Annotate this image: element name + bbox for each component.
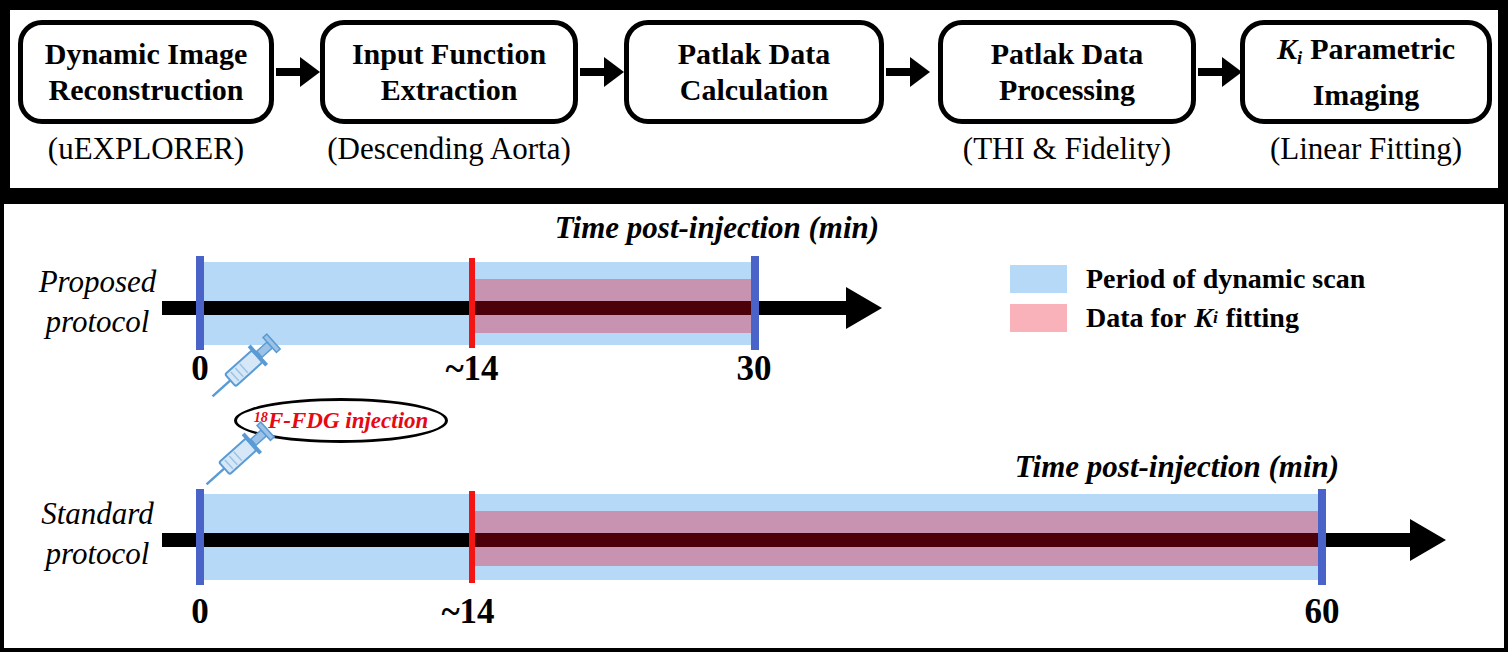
flow-box-ki-parametric-imaging: KiParametric Imaging [1240,20,1492,124]
row-label-standard: Standard protocol [15,494,180,574]
tick-label-14: ~14 [416,592,520,634]
tick-label-0: 0 [178,592,222,634]
tick-label-60: 60 [1294,592,1350,634]
figure-canvas: Dynamic Image Reconstruction (uEXPLORER)… [0,0,1508,652]
flow-arrow-icon [580,57,624,87]
timeline-arrowhead-proposed [846,287,882,329]
timeline-arrowhead-standard [1410,519,1446,561]
box-title-line1: KiParametric [1277,31,1455,76]
flow-arrow-icon [1198,57,1242,87]
ki-symbol: K [1194,302,1213,334]
box-title-line1: Input Function [352,36,546,72]
tick-label-14: ~14 [420,349,524,391]
box-title-line1: Patlak Data [678,36,831,72]
scan-end-tick-standard [1318,489,1326,585]
legend-swatch-ki-fitting [1010,304,1067,332]
box-subtitle-ueexplorer: (uEXPLORER) [18,129,274,169]
row-label-proposed: Proposed protocol [15,262,180,342]
box-title-line2: Reconstruction [49,72,244,108]
box-title-line1: Patlak Data [991,36,1144,72]
fit-start-tick-standard [469,491,475,583]
box-title-line2: Extraction [381,72,518,108]
injection-label: F-FDG injection [268,408,428,433]
flow-box-dynamic-image-reconstruction: Dynamic Image Reconstruction [18,20,274,124]
flow-arrow-icon [276,57,320,87]
box-title-line2: Processing [999,72,1135,108]
box-title-line2: Calculation [680,72,828,108]
box-title-line2: Imaging [1313,77,1420,113]
flow-arrow-icon [886,57,930,87]
tick-label-30: 30 [726,349,782,391]
legend-swatch-dynamic-scan [1010,265,1067,293]
box-subtitle-thi-fidelity: (THI & Fidelity) [938,129,1196,169]
axis-title-standard: Time post-injection (min) [942,449,1412,489]
fit-start-tick-proposed [469,258,475,348]
fit-band-standard [472,511,1322,566]
box-subtitle-descending-aorta: (Descending Aorta) [300,129,598,169]
flow-box-input-function-extraction: Input Function Extraction [320,20,578,124]
axis-title-proposed: Time post-injection (min) [467,210,967,250]
legend-label-dynamic-scan: Period of dynamic scan [1086,263,1496,295]
injection-tick-standard [196,489,204,585]
box-subtitle-linear-fitting: (Linear Fitting) [1240,129,1492,169]
box-title-line1: Dynamic Image [45,36,247,72]
scan-end-tick-proposed [751,256,759,350]
legend-label-ki-fitting: Data for Ki fitting [1086,302,1496,334]
fit-band-proposed [472,279,755,333]
ki-subscript: i [1213,308,1218,328]
flow-box-patlak-data-calculation: Patlak Data Calculation [624,20,884,124]
flow-box-patlak-data-processing: Patlak Data Processing [938,20,1196,124]
ki-subscript: i [1297,48,1302,69]
ki-symbol: K [1277,32,1297,65]
injection-tick-proposed [196,256,204,350]
